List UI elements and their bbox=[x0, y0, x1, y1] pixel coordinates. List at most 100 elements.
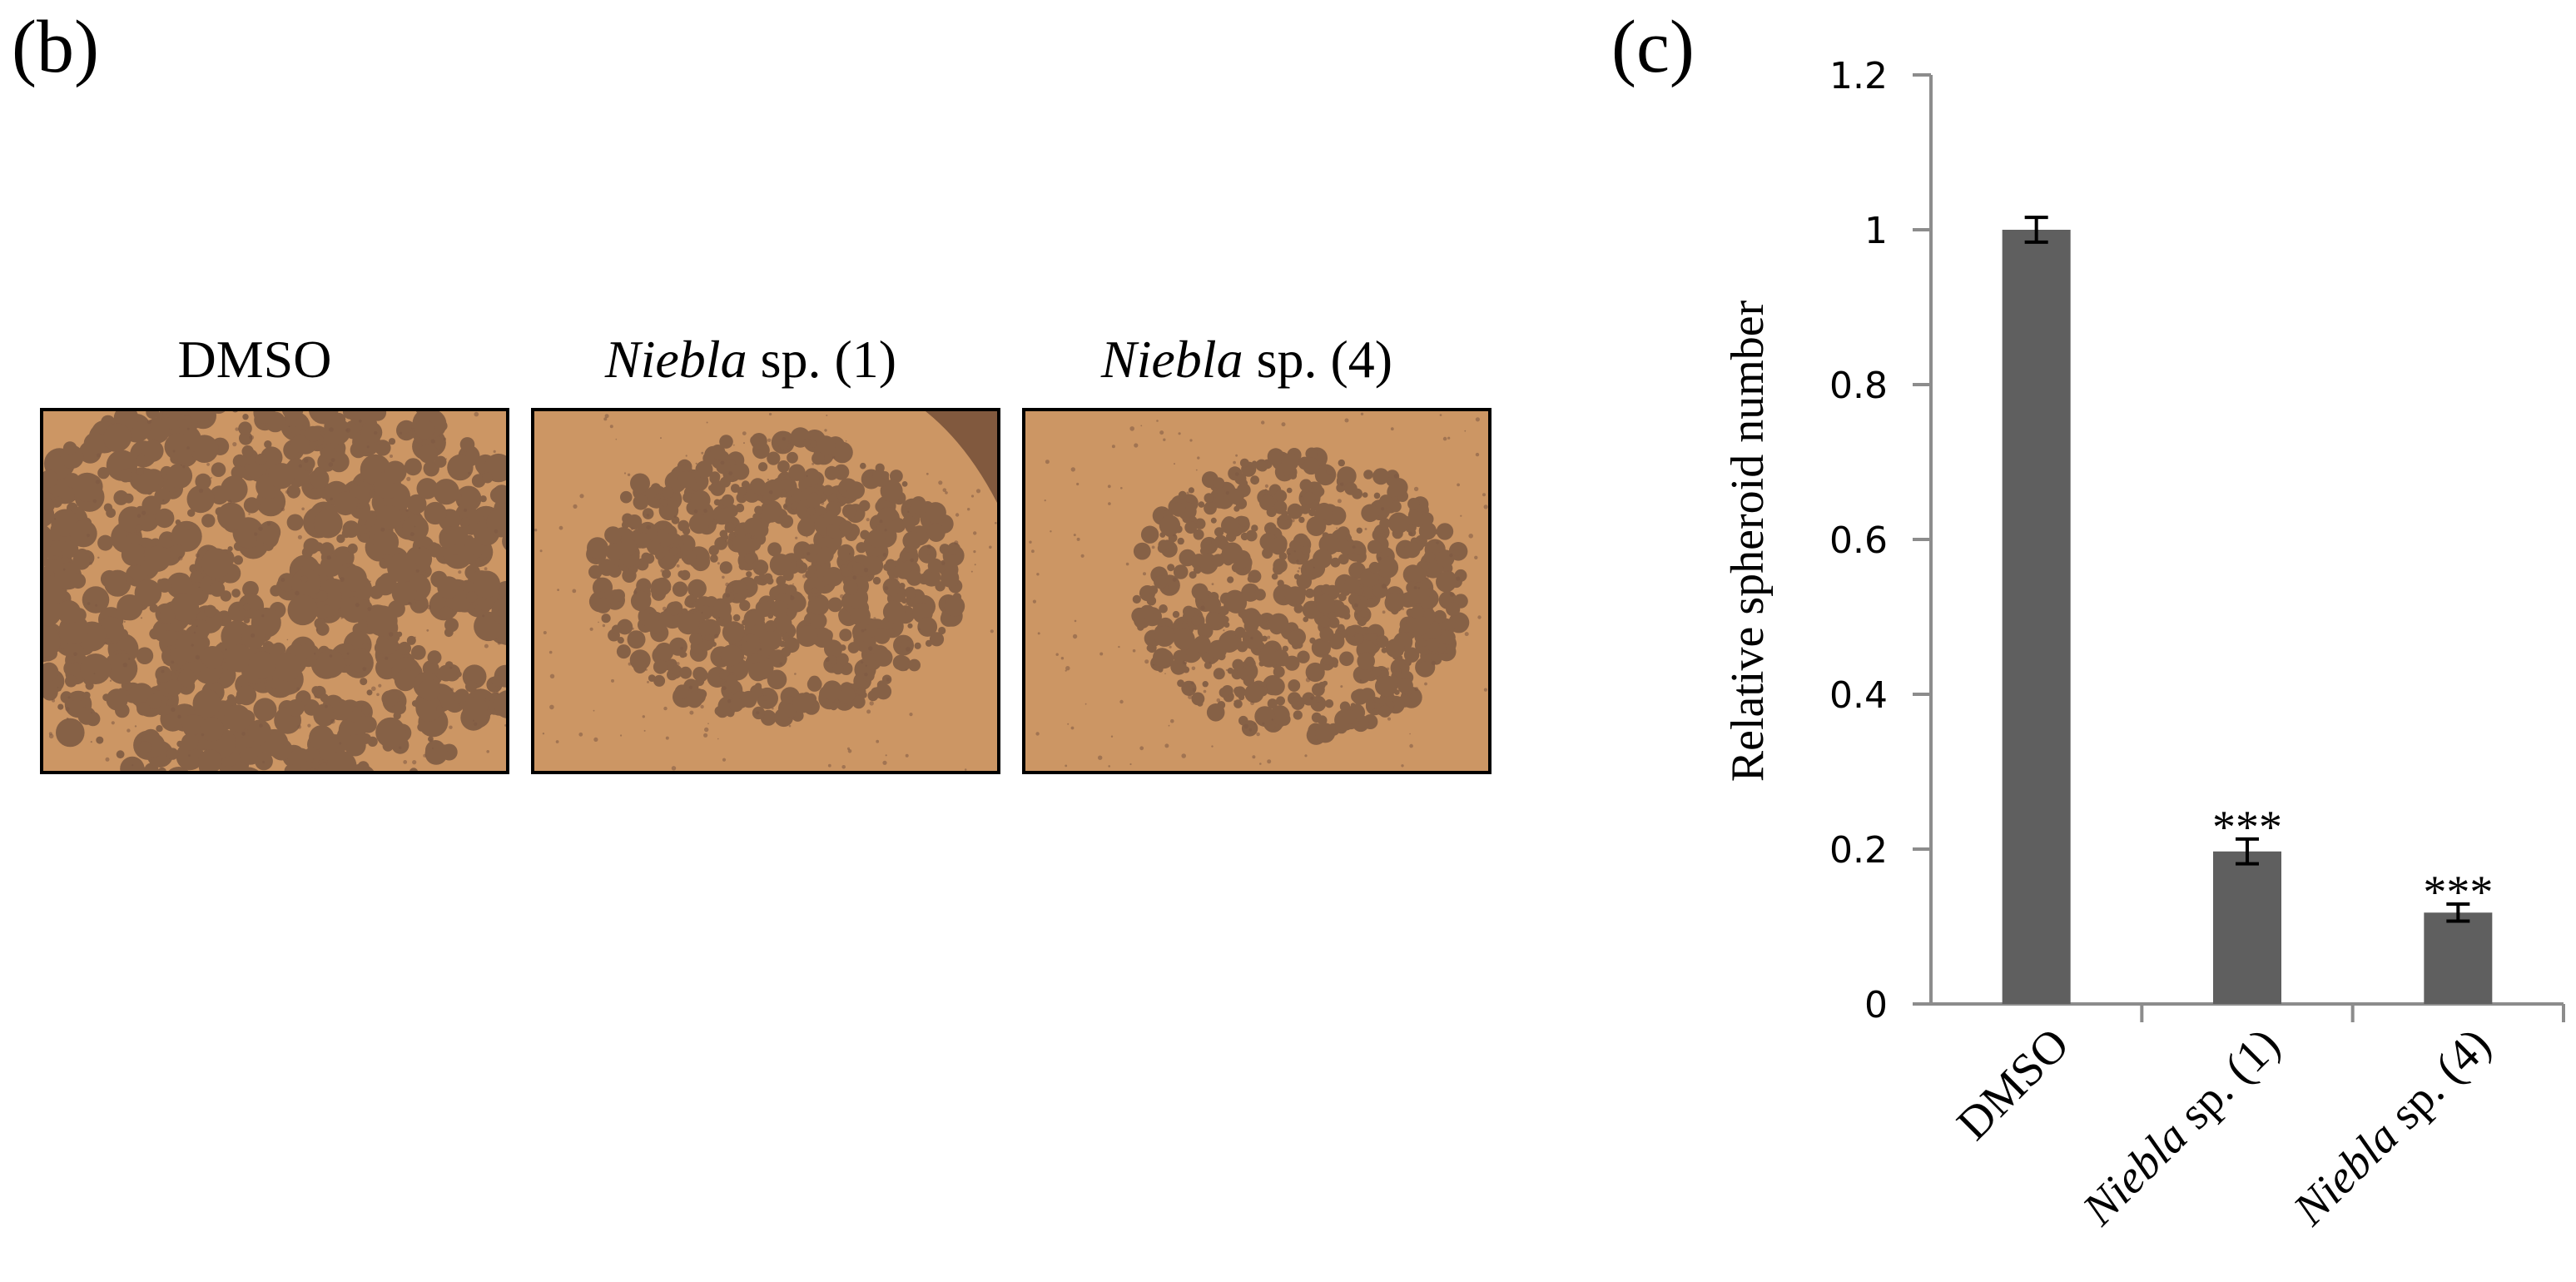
cell-blob bbox=[1159, 532, 1166, 538]
debris-dot bbox=[340, 617, 343, 619]
cell-blob bbox=[1254, 706, 1276, 727]
debris-dot bbox=[732, 444, 735, 446]
cell-blob bbox=[341, 529, 351, 539]
debris-dot bbox=[370, 580, 371, 583]
cell-blob bbox=[321, 604, 335, 618]
debris-dot bbox=[700, 704, 704, 709]
cell-blob bbox=[232, 454, 247, 469]
cell-blob bbox=[1353, 546, 1362, 555]
debris-dot bbox=[409, 532, 414, 537]
debris-dot bbox=[241, 732, 246, 736]
cell-blob bbox=[1172, 610, 1180, 619]
cell-blob bbox=[908, 658, 921, 672]
debris-dot bbox=[206, 463, 211, 466]
cell-blob bbox=[1379, 518, 1391, 529]
debris-dot bbox=[604, 414, 609, 419]
cell-blob bbox=[155, 666, 172, 683]
debris-dot bbox=[895, 577, 899, 581]
debris-dot bbox=[685, 455, 687, 457]
cell-blob bbox=[851, 695, 866, 709]
cell-blob bbox=[758, 462, 768, 472]
cell-blob bbox=[253, 411, 275, 424]
cell-blob bbox=[823, 510, 838, 525]
cell-blob bbox=[1244, 635, 1250, 642]
cell-blob bbox=[291, 569, 321, 599]
cell-blob bbox=[749, 478, 766, 494]
debris-dot bbox=[1310, 696, 1314, 700]
debris-dot bbox=[340, 577, 345, 582]
cell-blob bbox=[479, 554, 487, 560]
cell-blob bbox=[1310, 695, 1327, 712]
cell-blob bbox=[687, 579, 707, 599]
debris-dot bbox=[408, 602, 412, 606]
debris-dot bbox=[1474, 555, 1478, 559]
cell-blob bbox=[1293, 710, 1303, 720]
debris-dot bbox=[1293, 550, 1296, 553]
cell-blob bbox=[1190, 554, 1208, 570]
debris-dot bbox=[330, 458, 335, 463]
cell-blob bbox=[1273, 564, 1284, 575]
debris-dot bbox=[89, 561, 92, 565]
debris-dot bbox=[973, 550, 976, 554]
debris-dot bbox=[57, 687, 59, 688]
debris-dot bbox=[235, 427, 239, 431]
cell-blob bbox=[1353, 665, 1372, 684]
debris-dot bbox=[742, 431, 747, 435]
debris-dot bbox=[1408, 531, 1413, 536]
debris-dot bbox=[122, 663, 127, 668]
debris-dot bbox=[907, 510, 910, 513]
cell-blob bbox=[1337, 466, 1357, 486]
debris-dot bbox=[1352, 545, 1356, 549]
debris-dot bbox=[123, 620, 126, 623]
cell-blob bbox=[587, 537, 608, 559]
debris-dot bbox=[632, 627, 634, 630]
cell-blob bbox=[773, 614, 792, 634]
cell-blob bbox=[938, 626, 946, 635]
debris-dot bbox=[795, 536, 798, 539]
cell-blob bbox=[221, 475, 248, 503]
cell-blob bbox=[748, 662, 768, 682]
cell-blob bbox=[1373, 492, 1381, 499]
cell-blob bbox=[82, 691, 91, 699]
cell-blob bbox=[186, 485, 215, 514]
debris-dot bbox=[884, 529, 887, 532]
cell-blob bbox=[1210, 517, 1217, 524]
debris-dot bbox=[399, 431, 402, 435]
debris-dot bbox=[1483, 504, 1488, 509]
cell-blob bbox=[1345, 534, 1353, 542]
cell-blob bbox=[904, 547, 911, 553]
debris-dot bbox=[304, 458, 309, 463]
debris-dot bbox=[172, 450, 176, 453]
debris-dot bbox=[756, 711, 760, 715]
cell-blob bbox=[97, 534, 114, 551]
debris-dot bbox=[1386, 667, 1390, 671]
debris-dot bbox=[1060, 657, 1065, 660]
cell-blob bbox=[782, 569, 794, 581]
debris-dot bbox=[136, 514, 141, 519]
debris-dot bbox=[543, 631, 547, 634]
cell-blob bbox=[305, 768, 319, 771]
debris-dot bbox=[671, 766, 677, 771]
cell-blob bbox=[43, 498, 54, 510]
cell-blob bbox=[1367, 539, 1382, 554]
debris-dot bbox=[1169, 645, 1172, 648]
cell-blob bbox=[732, 462, 750, 480]
cell-blob bbox=[1132, 594, 1141, 604]
cell-blob bbox=[164, 433, 191, 460]
cell-blob bbox=[367, 736, 378, 747]
cell-blob bbox=[681, 554, 688, 562]
cell-blob bbox=[1436, 523, 1454, 540]
debris-dot bbox=[1144, 659, 1149, 664]
cell-blob bbox=[65, 674, 77, 688]
debris-dot bbox=[295, 590, 300, 596]
debris-dot bbox=[1296, 559, 1299, 563]
debris-dot bbox=[1356, 613, 1357, 615]
cell-blob bbox=[1361, 504, 1379, 523]
debris-dot bbox=[642, 715, 645, 718]
cell-blob bbox=[270, 584, 282, 597]
debris-dot bbox=[1235, 472, 1239, 476]
cell-blob bbox=[1271, 573, 1278, 580]
debris-dot bbox=[806, 475, 808, 478]
debris-dot bbox=[1140, 425, 1143, 427]
cell-blob bbox=[620, 490, 633, 504]
